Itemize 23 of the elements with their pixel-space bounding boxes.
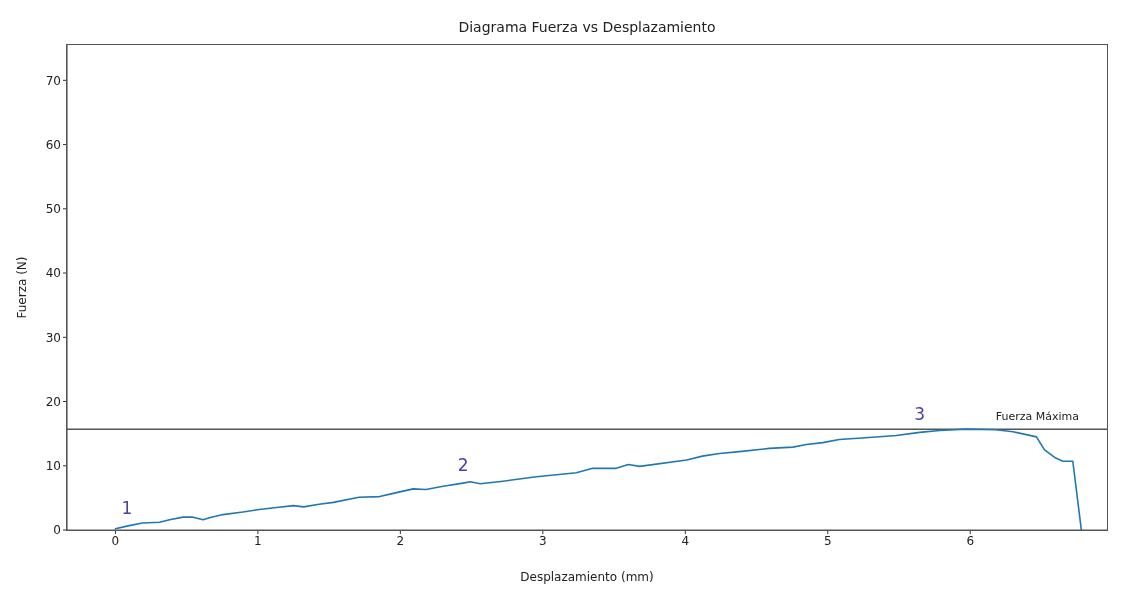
- x-tick-label: 5: [823, 533, 832, 548]
- annotation: 2: [457, 455, 469, 476]
- annotation: 1: [121, 498, 133, 519]
- y-tick-label: 50: [45, 202, 61, 217]
- y-tick-label: 0: [53, 523, 61, 538]
- x-axis-title: Desplazamiento (mm): [520, 570, 654, 584]
- x-tick-label: 6: [966, 533, 975, 548]
- x-tick-label: 2: [396, 533, 405, 548]
- annotation: 3: [914, 404, 926, 425]
- x-tick-label: 4: [681, 533, 690, 548]
- y-tick-label: 40: [45, 266, 61, 281]
- y-tick-label: 10: [45, 459, 61, 474]
- y-tick-label: 20: [45, 394, 61, 409]
- chart-title: Diagrama Fuerza vs Desplazamiento: [457, 18, 717, 36]
- x-tick-label: 0: [111, 533, 120, 548]
- y-tick-label: 30: [45, 330, 61, 345]
- x-tick-label: 1: [254, 533, 262, 548]
- y-axis-title: Fuerza (N): [15, 256, 29, 319]
- y-tick-label: 60: [45, 137, 61, 152]
- line-series: [114, 428, 1083, 530]
- x-tick-label: 3: [539, 533, 547, 548]
- y-tick-label: 70: [45, 73, 61, 88]
- ref-line-label: Fuerza Máxima: [995, 410, 1079, 424]
